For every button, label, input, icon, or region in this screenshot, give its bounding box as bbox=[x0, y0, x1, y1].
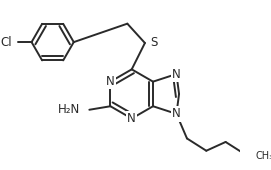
Text: Cl: Cl bbox=[1, 36, 12, 49]
Text: N: N bbox=[127, 112, 136, 125]
Text: N: N bbox=[172, 107, 181, 120]
Text: N: N bbox=[106, 75, 115, 88]
Text: S: S bbox=[150, 36, 157, 49]
Text: N: N bbox=[172, 67, 181, 81]
Text: H₂N: H₂N bbox=[58, 103, 80, 116]
Text: CH₃: CH₃ bbox=[256, 151, 271, 161]
